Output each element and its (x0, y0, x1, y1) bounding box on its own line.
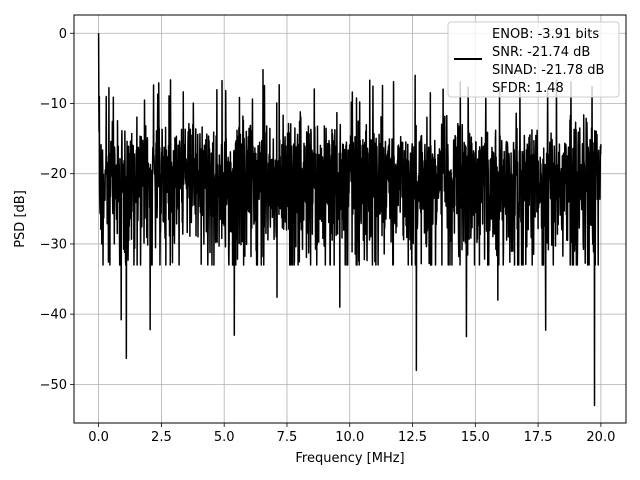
y-tick-label-3: −30 (40, 237, 67, 252)
x-tick-label-7: 17.5 (524, 430, 553, 445)
psd-series (97, 33, 602, 407)
x-tick-label-2: 5.0 (214, 430, 235, 445)
x-tick-label-3: 7.5 (277, 430, 298, 445)
x-tick-label-8: 20.0 (586, 430, 615, 445)
legend: ENOB: -3.91 bits SNR: -21.74 dB SINAD: -… (447, 21, 620, 98)
x-tick-label-1: 2.5 (151, 430, 172, 445)
legend-entry-enob: ENOB: -3.91 bits (492, 27, 599, 42)
legend-entry-snr: SNR: -21.74 dB (492, 45, 590, 60)
x-tick-label-6: 15.0 (461, 430, 490, 445)
x-tick-label-5: 12.5 (398, 430, 427, 445)
y-tick-label-1: −10 (40, 97, 67, 112)
y-tick-label-4: −40 (40, 308, 67, 323)
x-tick-label-4: 10.0 (335, 430, 364, 445)
x-axis-label: Frequency [MHz] (295, 451, 404, 466)
y-tick-label-2: −20 (40, 167, 67, 182)
psd-line (97, 33, 602, 407)
legend-entry-sinad: SINAD: -21.78 dB (492, 63, 604, 78)
legend-box (447, 21, 620, 98)
legend-entry-sfdr: SFDR: 1.48 (492, 81, 564, 96)
x-tick-label-0: 0.0 (88, 430, 109, 445)
y-tick-label-0: 0 (59, 27, 67, 42)
y-axis-label: PSD [dB] (13, 190, 28, 248)
y-tick-label-5: −50 (40, 378, 67, 393)
axis-ticks: 0.0 2.5 5.0 7.5 10.0 12.5 15.0 17.5 20.0 0 −10 −20 −… (40, 27, 616, 445)
